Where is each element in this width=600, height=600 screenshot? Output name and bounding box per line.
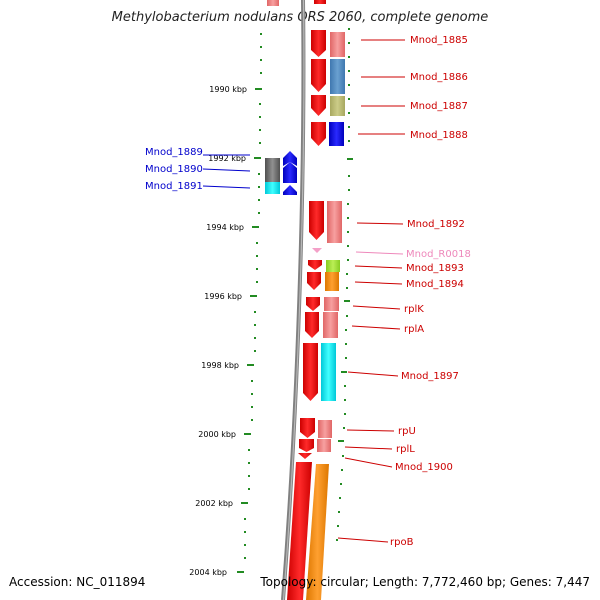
gene-label-mnod-r0018: Mnod_R0018 <box>406 249 471 260</box>
gene-label-mnod-1889: Mnod_1889 <box>145 147 203 158</box>
gene-arrow <box>311 59 326 92</box>
gene-label-mnod-1887: Mnod_1887 <box>410 101 468 112</box>
strand-a-genes <box>287 30 326 600</box>
topology-label: Topology: circular; Length: 7,772,460 bp… <box>260 575 590 589</box>
gene-arrow <box>303 343 318 401</box>
gene-label-mnod-1894: Mnod_1894 <box>406 279 464 290</box>
gene-arrow <box>300 418 315 438</box>
gene-label-rpob: rpoB <box>390 537 414 548</box>
strand-b-genes <box>306 32 345 600</box>
strand-left-genes <box>265 151 297 195</box>
gene-arrow <box>305 312 319 338</box>
gene-label-mnod-1885: Mnod_1885 <box>410 35 468 46</box>
ruler-right <box>336 28 353 541</box>
gene-label-mnod-1893: Mnod_1893 <box>406 263 464 274</box>
gene-top-right <box>314 0 326 4</box>
gene-arrow <box>312 248 322 253</box>
gene-arrow <box>311 122 326 146</box>
scale-label-2000: 2000 kbp <box>198 430 236 439</box>
gene-label-rplk: rplK <box>404 304 424 315</box>
gene-label-mnod-1890: Mnod_1890 <box>145 164 203 175</box>
ruler-left <box>244 33 262 559</box>
gene-label-mnod-1900: Mnod_1900 <box>395 462 453 473</box>
gene-label-mnod-1891: Mnod_1891 <box>145 181 203 192</box>
gene-label-rpu: rpU <box>398 426 416 437</box>
leader-lines <box>202 39 405 543</box>
gene-arrow <box>298 453 312 459</box>
gene-arrow <box>311 30 326 57</box>
genome-backbone-highlight <box>282 0 305 600</box>
gene-arrow <box>308 260 322 270</box>
gene-arrow <box>299 439 314 452</box>
gene-arrow <box>307 272 321 290</box>
scale-label-1996: 1996 kbp <box>204 292 242 301</box>
scale-label-2002: 2002 kbp <box>195 499 233 508</box>
gene-arrow <box>287 462 312 600</box>
ruler-major-ticks <box>237 88 262 573</box>
genome-title: Methylobacterium nodulans ORS 2060, comp… <box>111 10 489 25</box>
scale-label-1998: 1998 kbp <box>201 361 239 370</box>
gene-label-mnod-1886: Mnod_1886 <box>410 72 468 83</box>
scale-label-2004: 2004 kbp <box>189 568 227 577</box>
gene-label-mnod-1892: Mnod_1892 <box>407 219 465 230</box>
gene-label-rpla: rplA <box>404 324 424 335</box>
gene-arrow <box>311 95 326 116</box>
gene-label-mnod-1897: Mnod_1897 <box>401 371 459 382</box>
scale-label-1994: 1994 kbp <box>206 223 244 232</box>
accession-label: Accession: NC_011894 <box>9 575 146 589</box>
scale-label-1990: 1990 kbp <box>209 85 247 94</box>
scale-label-1992: 1992 kbp <box>208 154 246 163</box>
gene-arrow <box>306 297 320 311</box>
gene-arrow <box>309 201 324 240</box>
gene-label-rpll: rplL <box>396 444 415 455</box>
gene-top-left <box>267 0 279 6</box>
gene-label-mnod-1888: Mnod_1888 <box>410 130 468 141</box>
